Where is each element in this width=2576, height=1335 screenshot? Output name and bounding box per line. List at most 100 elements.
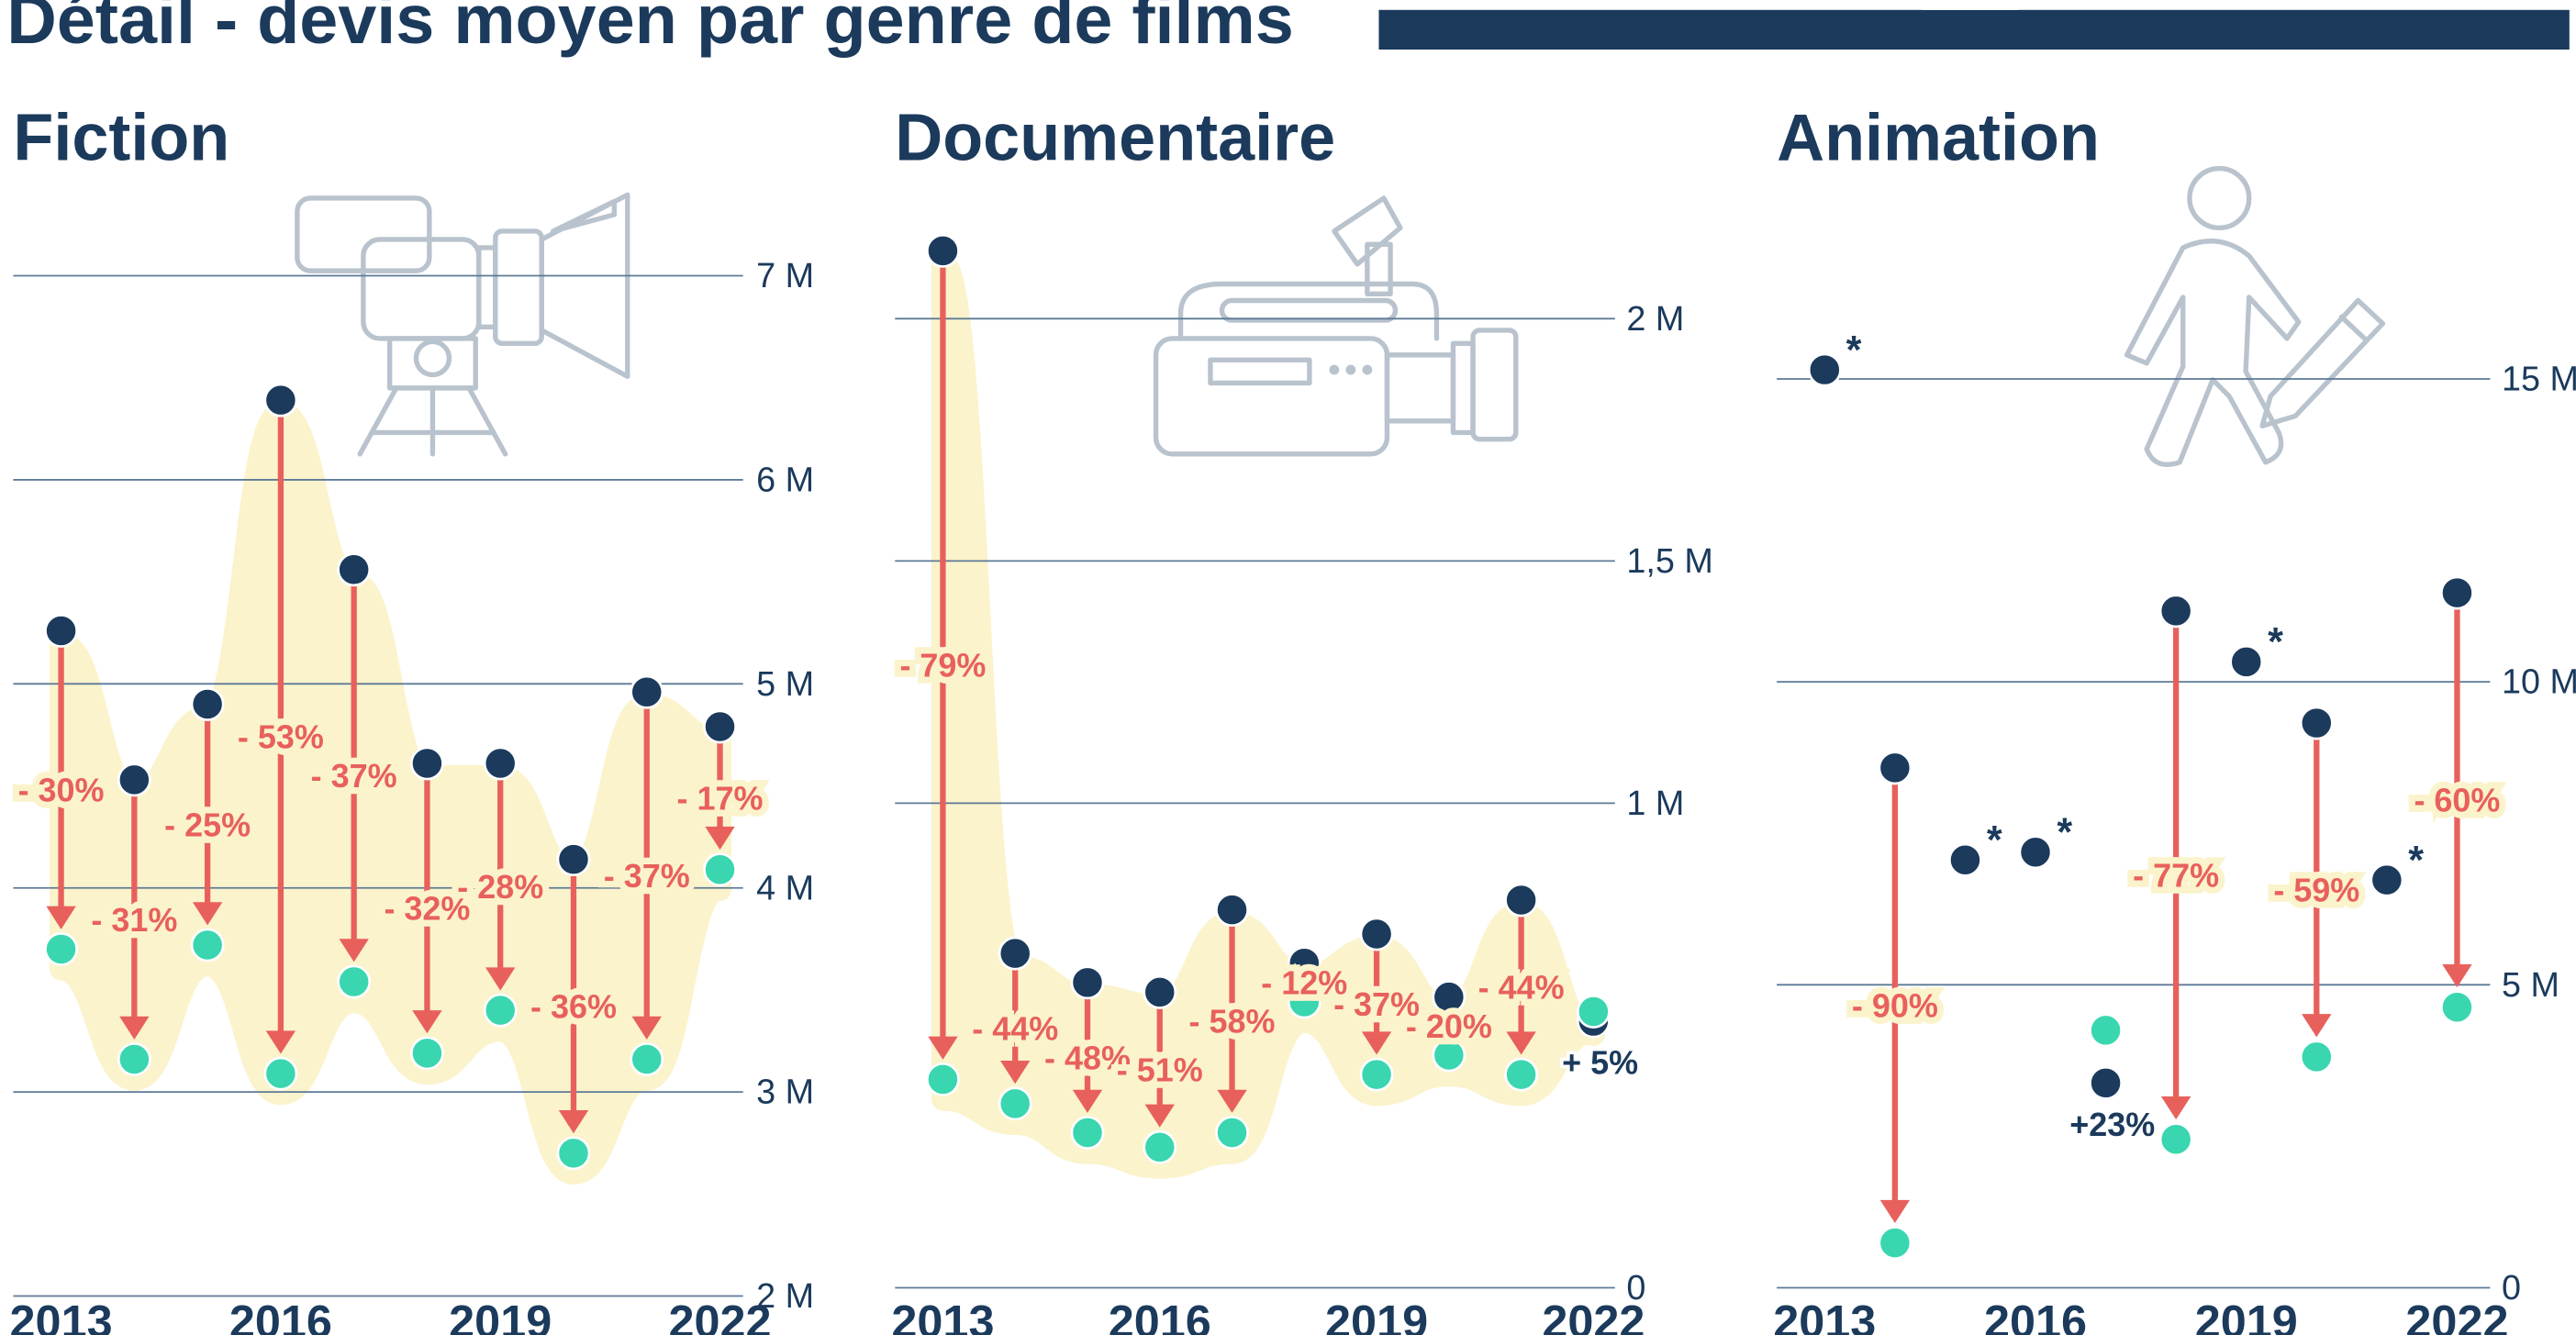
dot-before bbox=[1143, 974, 1177, 1009]
walker-icon bbox=[2124, 165, 2386, 468]
dot-before bbox=[998, 936, 1032, 971]
arrow-head bbox=[265, 1030, 296, 1054]
camcorder-icon bbox=[1153, 195, 1519, 457]
note-mark: * bbox=[2268, 620, 2283, 664]
band-segment bbox=[931, 252, 1027, 1136]
y-tick-label: 7 M bbox=[756, 257, 814, 295]
change-label: - 53% bbox=[238, 718, 324, 756]
arrow-head bbox=[558, 1110, 589, 1134]
change-label: - 20% bbox=[1406, 1007, 1492, 1045]
dot-after bbox=[483, 993, 518, 1028]
x-tick-label: 2016 bbox=[1984, 1295, 2087, 1335]
y-tick-label: 0 bbox=[2502, 1269, 2521, 1307]
y-tick-label: 0 bbox=[1626, 1269, 1645, 1307]
dot-before bbox=[2018, 835, 2053, 870]
y-tick-label: 2 M bbox=[756, 1277, 814, 1316]
arrow-head bbox=[928, 1036, 958, 1060]
arrow-head bbox=[1072, 1089, 1103, 1113]
arrow-head bbox=[1879, 1199, 1911, 1224]
x-tick-label: 2019 bbox=[449, 1295, 552, 1335]
dot-after bbox=[1215, 1116, 1249, 1150]
note-mark: * bbox=[2408, 839, 2424, 883]
panel-title: Documentaire bbox=[895, 102, 1335, 175]
dot-before bbox=[409, 746, 444, 781]
arrow-head bbox=[1000, 1061, 1031, 1085]
change-label: + 5% bbox=[1562, 1044, 1638, 1082]
dot-before bbox=[44, 614, 79, 648]
arrow-head bbox=[1433, 1012, 1465, 1036]
change-label: - 48% bbox=[1044, 1039, 1131, 1076]
dot-before bbox=[2089, 1065, 2124, 1100]
change-label: - 25% bbox=[164, 806, 251, 843]
dot-after bbox=[2158, 1122, 2193, 1157]
y-tick-label: 1 M bbox=[1626, 784, 1684, 823]
dot-before bbox=[2229, 644, 2264, 679]
x-tick-label: 2016 bbox=[229, 1295, 332, 1335]
y-tick-label: 15 M bbox=[2502, 361, 2576, 399]
dot-after bbox=[263, 1056, 298, 1091]
arrow-head bbox=[2442, 963, 2472, 988]
dot-after bbox=[1432, 1038, 1466, 1073]
dot-before bbox=[2299, 706, 2334, 740]
dot-before bbox=[117, 762, 151, 797]
page-title: Détail - devis moyen par genre de films bbox=[6, 0, 1294, 59]
dot-after bbox=[1878, 1226, 1912, 1261]
dot-after bbox=[2089, 1013, 2124, 1048]
arrow-head bbox=[412, 1010, 442, 1034]
dot-after bbox=[1504, 1057, 1539, 1092]
arrow-head bbox=[1217, 1089, 1247, 1113]
dot-before bbox=[1215, 893, 1249, 928]
panel-title: Fiction bbox=[13, 102, 229, 175]
change-label: - 51% bbox=[1117, 1051, 1203, 1088]
dot-before bbox=[703, 709, 737, 744]
dot-before bbox=[1947, 842, 1982, 877]
dot-before bbox=[925, 233, 960, 268]
dot-before bbox=[1287, 946, 1321, 981]
x-tick-label: 2022 bbox=[2405, 1295, 2508, 1335]
arrow-head bbox=[1144, 1104, 1175, 1128]
header-notch bbox=[1909, 0, 2032, 10]
y-tick-label: 4 M bbox=[756, 869, 814, 907]
band-segment bbox=[635, 694, 732, 1091]
arrow-head bbox=[2302, 1014, 2332, 1038]
dot-after bbox=[1576, 995, 1611, 1029]
change-label: - 30% bbox=[18, 772, 105, 809]
change-label: - 37% bbox=[311, 757, 397, 795]
dot-after bbox=[630, 1042, 664, 1076]
x-tick-label: 2022 bbox=[668, 1295, 771, 1335]
dot-after bbox=[1359, 1057, 1394, 1092]
change-label: - 90% bbox=[1852, 986, 1938, 1024]
change-label: - 59% bbox=[2273, 872, 2359, 909]
change-label: - 17% bbox=[677, 779, 764, 817]
arrow-head bbox=[1361, 1031, 1392, 1055]
camera-icon bbox=[295, 192, 630, 457]
y-tick-label: 6 M bbox=[756, 462, 814, 500]
dot-before bbox=[1432, 980, 1466, 1015]
arrow-head bbox=[339, 939, 369, 962]
change-label: - 60% bbox=[2414, 782, 2500, 819]
arrow-head bbox=[485, 967, 516, 991]
dot-after bbox=[1070, 1116, 1105, 1150]
arrow-head bbox=[705, 826, 735, 851]
change-label: - 36% bbox=[530, 987, 617, 1025]
dot-after bbox=[1287, 985, 1321, 1019]
dot-after bbox=[998, 1086, 1032, 1121]
change-label: - 12% bbox=[1261, 963, 1347, 1001]
change-label: - 31% bbox=[91, 901, 177, 939]
change-label: - 79% bbox=[899, 646, 986, 684]
change-label: - 44% bbox=[972, 1010, 1058, 1048]
arrow-head bbox=[119, 1016, 150, 1040]
x-tick-label: 2013 bbox=[1773, 1295, 1876, 1335]
change-label: - 37% bbox=[604, 857, 690, 895]
arrow-head bbox=[192, 902, 223, 926]
y-tick-label: 2 M bbox=[1626, 300, 1684, 339]
dot-after bbox=[117, 1042, 151, 1076]
dot-after bbox=[703, 852, 737, 887]
arrow-head bbox=[1506, 1031, 1536, 1055]
dot-before bbox=[630, 674, 664, 709]
dot-after bbox=[925, 1062, 960, 1096]
arrow-head bbox=[46, 906, 76, 929]
dot-before bbox=[2440, 575, 2474, 610]
